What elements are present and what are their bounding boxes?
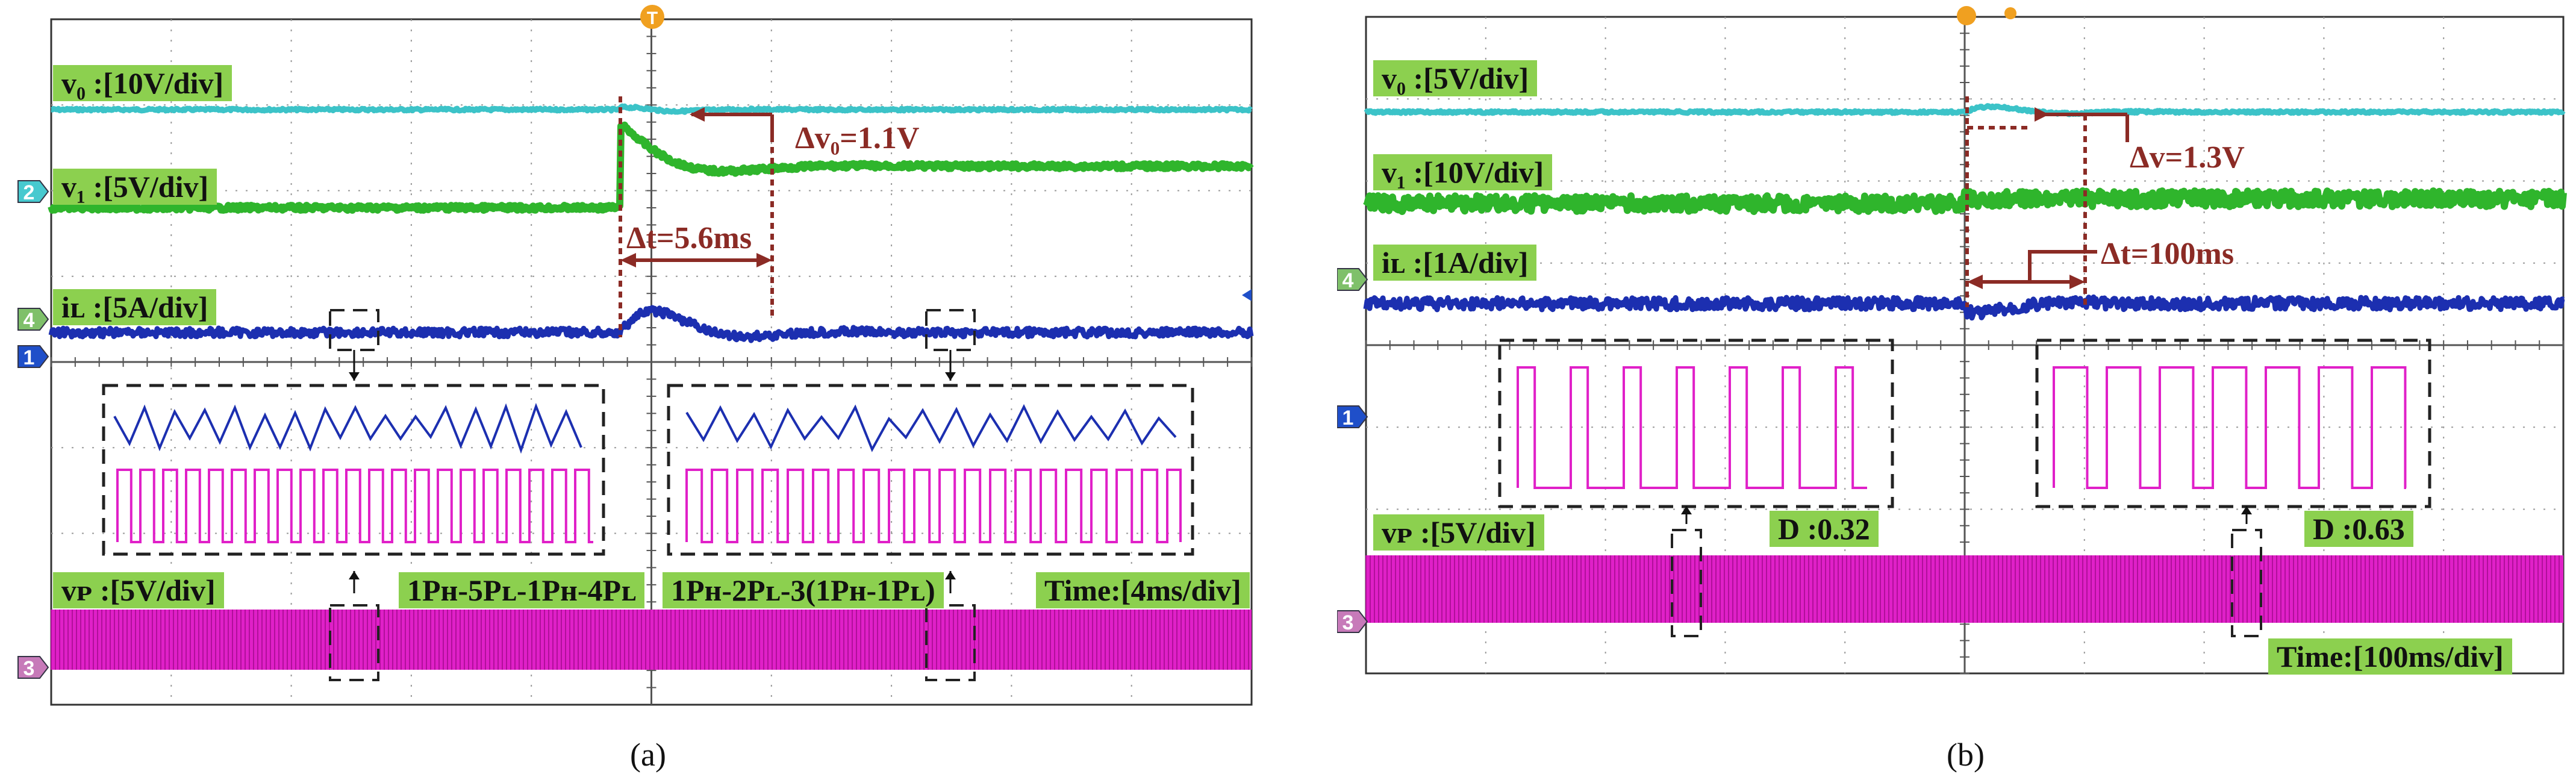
zoom-box-vp-left-a (329, 604, 379, 681)
trigger-marker-a (640, 5, 664, 29)
measure-dv-head-a (690, 107, 705, 122)
label-mode2-a: 1Pʜ-2Pʟ-3(1Pʜ-1Pʟ) (663, 572, 944, 608)
inset-box-left-a (102, 384, 605, 556)
annotation-dv-b: Δv=1.3V (2130, 140, 2245, 175)
zoom-box-vp-right-a (925, 604, 976, 681)
inset-vp-right-a (685, 469, 1182, 543)
zoom-box-vp-right-b (2231, 529, 2262, 637)
channel-marker-1-a (17, 345, 49, 368)
label-time-a: Time:[4ms/div] (1036, 572, 1250, 608)
zoom-arrow-vp-right-a-head (945, 571, 956, 579)
trigger-marker-text-a: T (647, 8, 658, 28)
caption-b: (b) (1947, 737, 1985, 773)
channel-marker-3-b (1337, 610, 1368, 633)
channel-marker-4-a (17, 308, 49, 331)
zoom-arrow-vp-right-b-head (2241, 506, 2252, 514)
zoom-box-vp-left-b (1671, 529, 1702, 637)
offscreen-arrow-a (1242, 289, 1252, 301)
inset-vp-right-b (2053, 366, 2407, 489)
zoom-box-il-right-a (925, 309, 976, 351)
annotation-dt-a: Δt=5.6ms (626, 221, 752, 255)
scope-panel-b: 4 1 3 v₀ :[5V/div] v₁ :[10V/div] iʟ :[1A/d… (1337, 0, 2576, 780)
trace-vo-a (49, 103, 1253, 115)
scope-plot-a: 2 4 1 3 T (17, 5, 1254, 706)
annotation-dt-b: Δt=100ms (2101, 237, 2235, 271)
caption-a: (a) (630, 737, 666, 773)
inset-il-right-a (685, 404, 1177, 452)
ref-marker-b (2004, 7, 2016, 19)
channel-marker-3-a-text: 3 (23, 657, 35, 680)
channel-marker-2-a (17, 180, 49, 203)
zoom-arrow-vp-left-a-head (349, 571, 360, 579)
trace-v1-b (1363, 187, 2567, 215)
annotation-dv-a: Δv₀=1.1V (795, 121, 920, 155)
measure-dt-head-left-b (1967, 275, 1983, 289)
label-v1-a: v₁ :[5V/div] (53, 169, 217, 205)
channel-marker-1-b-text: 1 (1343, 407, 1354, 429)
label-vo-a: v₀ :[10V/div] (53, 65, 232, 101)
label-d1-b: D :0.32 (1770, 511, 1879, 547)
label-vp-b: vᴘ :[5V/div] (1373, 514, 1544, 551)
trace-il-a (48, 305, 1254, 343)
channel-marker-2-a-text: 2 (23, 181, 35, 204)
trace-vp-band-a (51, 610, 1252, 670)
inset-vp-left-a (116, 469, 593, 543)
scope-plot-b: 4 1 3 (1337, 6, 2567, 675)
inset-vp-left-b (1517, 366, 1867, 489)
measure-dt-head-right-b (2069, 275, 2085, 289)
trace-vo-b (1364, 103, 2566, 117)
channel-marker-1-a-text: 1 (23, 346, 35, 369)
trace-il-b (1363, 294, 2565, 321)
inset-box-right-a (667, 384, 1194, 556)
inset-il-left-a (113, 402, 582, 454)
trace-v1-a (48, 121, 1254, 214)
measure-dt-head-left-a (620, 253, 636, 267)
channel-marker-3-a (17, 656, 49, 679)
label-v1-b: v₁ :[10V/div] (1373, 154, 1553, 190)
label-il-b: iʟ :[1A/div] (1373, 245, 1537, 281)
measure-dt-leader-b (2028, 250, 2097, 282)
channel-marker-1-b (1337, 405, 1368, 428)
zoom-arrow-il-left-a-head (349, 372, 360, 381)
channel-marker-4-b (1337, 268, 1368, 291)
channel-marker-3-b-text: 3 (1343, 611, 1354, 634)
inset-box-left-b (1498, 339, 1894, 508)
zoom-arrow-il-right-a-head (945, 372, 956, 381)
label-mode1-a: 1Pʜ-5Pʟ-1Pʜ-4Pʟ (399, 572, 645, 608)
inset-box-right-b (2035, 339, 2431, 508)
label-d2-b: D :0.63 (2304, 511, 2413, 547)
zoom-box-il-left-a (329, 309, 379, 351)
zoom-arrow-vp-left-b-head (1681, 506, 1692, 514)
label-vp-a: vᴘ :[5V/div] (53, 572, 224, 608)
scope-panel-a: 2 4 1 3 T v₀ :[10V/div] v₁ :[5V/div] iʟ :[5A… (0, 0, 1265, 780)
measure-dt-head-right-a (756, 253, 772, 267)
label-il-a: iʟ :[5A/div] (53, 289, 217, 325)
label-time-b: Time:[100ms/div] (2268, 638, 2512, 675)
channel-marker-4-b-text: 4 (1343, 269, 1354, 292)
measure-dv-head-b (2035, 107, 2049, 122)
label-vo-b: v₀ :[5V/div] (1373, 60, 1538, 96)
channel-marker-4-a-text: 4 (23, 309, 35, 332)
trigger-marker-b (1957, 6, 1976, 25)
